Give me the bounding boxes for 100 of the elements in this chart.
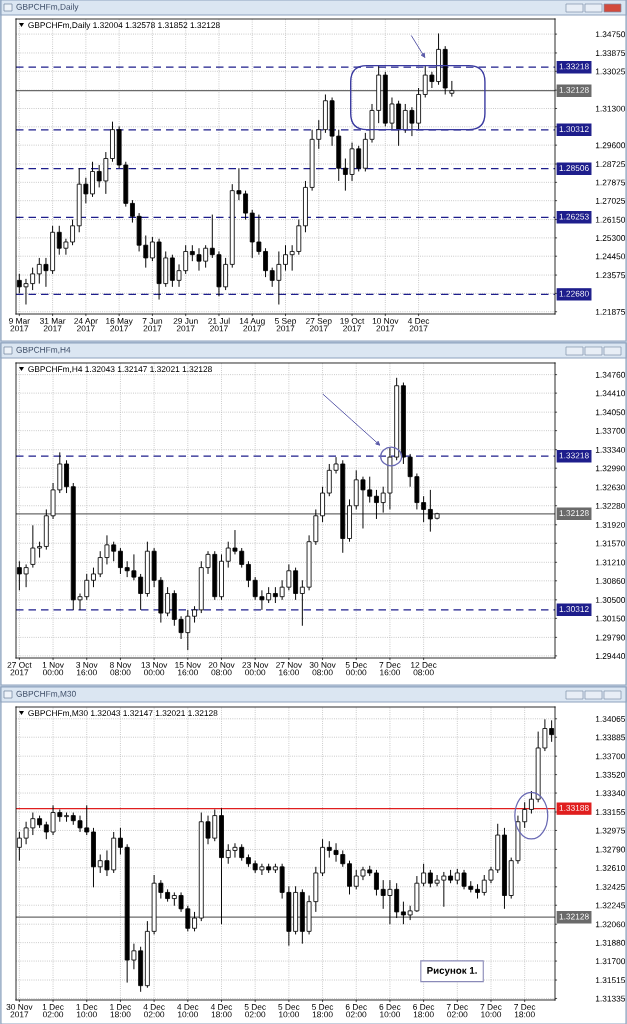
y-tick-label: 1.23575 (595, 272, 626, 279)
x-tick-label: 5 Dec 18:00 (312, 1004, 334, 1018)
x-tick-label: 7 Dec 18:00 (514, 1004, 536, 1018)
x-tick-label: 16 May 2017 (106, 317, 133, 332)
y-tick-label: 1.31300 (595, 105, 626, 112)
y-tick-label: 1.33155 (595, 809, 626, 816)
y-tick-label: 1.31880 (595, 939, 626, 946)
ref-line-label: 1.26253 (559, 213, 589, 220)
y-tick-label: 1.33520 (595, 771, 626, 778)
x-tick-label: 1 Dec 18:00 (110, 1004, 132, 1018)
x-tick-label: 4 Dec 10:00 (177, 1004, 199, 1018)
x-tick-label: 4 Dec 02:00 (143, 1004, 165, 1018)
y-tick-label: 1.21875 (595, 308, 626, 315)
y-tick-label: 1.32245 (595, 902, 626, 909)
chart-title: GBPCHFm,M30 (16, 690, 76, 698)
y-tick-label: 1.32990 (595, 465, 626, 472)
ref-line-label: 1.30312 (559, 606, 589, 613)
x-tick-label: 6 Dec 10:00 (379, 1003, 401, 1018)
y-tick-label: 1.29440 (595, 653, 626, 659)
candlestick (347, 860, 352, 895)
x-tick-label: 4 Dec 2017 (407, 318, 430, 332)
y-tick-label: 1.29600 (595, 142, 626, 149)
x-tick-label: 5 Dec 02:00 (244, 1004, 266, 1018)
y-tick-label: 1.34750 (595, 31, 626, 38)
y-tick-label: 1.32425 (595, 884, 626, 890)
x-tick-label: 23 Nov 00:00 (242, 661, 269, 676)
x-tick-label: 6 Dec 02:00 (345, 1003, 367, 1018)
candlestick (374, 489, 379, 520)
x-tick-label: 7 Jun 2017 (142, 318, 163, 332)
y-tick-label: 1.33700 (595, 427, 626, 434)
y-tick-label: 1.30500 (595, 597, 626, 603)
candlestick (192, 911, 197, 932)
y-tick-label: 1.34410 (595, 390, 626, 397)
x-tick-label: 6 Dec 18:00 (413, 1003, 435, 1018)
ref-line-label: 1.28506 (559, 165, 589, 171)
y-tick-label: 1.32610 (595, 865, 626, 871)
x-tick-label: 27 Oct 2017 (7, 661, 32, 676)
x-tick-label: 20 Nov 08:00 (208, 661, 235, 676)
x-tick-label: 5 Dec 10:00 (278, 1004, 300, 1018)
y-tick-label: 1.31210 (595, 559, 626, 566)
x-tick-label: 19 Oct 2017 (340, 317, 365, 332)
y-tick-label: 1.30150 (595, 615, 626, 622)
x-tick-label: 21 Jul 2017 (208, 317, 230, 332)
y-tick-label: 1.31570 (595, 540, 626, 547)
y-tick-label: 1.24450 (595, 253, 626, 260)
ref-line-label: 1.30312 (559, 126, 589, 133)
x-tick-label: 7 Dec 10:00 (480, 1004, 502, 1018)
x-tick-label: 3 Nov 16:00 (76, 661, 98, 676)
ref-line-label: 1.32128 (559, 86, 589, 93)
y-tick-label: 1.33700 (595, 753, 626, 760)
y-tick-label: 1.34050 (595, 409, 626, 416)
candlestick (374, 869, 379, 896)
y-tick-label: 1.32630 (595, 484, 626, 491)
x-tick-label: 12 Dec 08:00 (411, 661, 437, 676)
y-tick-label: 1.33025 (595, 68, 626, 75)
y-tick-label: 1.32975 (595, 827, 626, 834)
y-tick-label: 1.34760 (595, 371, 626, 378)
y-tick-label: 1.31515 (595, 977, 626, 984)
x-tick-label: 7 Dec 16:00 (379, 662, 401, 676)
y-tick-label: 1.32280 (595, 502, 626, 509)
y-tick-label: 1.28725 (595, 161, 626, 168)
x-tick-label: 24 Apr 2017 (74, 317, 98, 332)
x-tick-label: 15 Nov 16:00 (175, 662, 201, 676)
chart-title: GBPCHFm,Daily (16, 3, 79, 12)
y-tick-label: 1.27025 (595, 197, 626, 204)
ref-line-label: 1.33218 (559, 452, 589, 459)
y-tick-label: 1.33340 (595, 446, 626, 453)
ref-line-label: 1.32128 (559, 510, 589, 517)
ref-line-label: 1.33218 (559, 63, 589, 70)
candlestick (64, 459, 69, 494)
x-tick-label: 7 Dec 02:00 (446, 1004, 468, 1018)
x-tick-label: 30 Nov 2017 (6, 1003, 33, 1018)
x-tick-label: 1 Dec 02:00 (42, 1004, 64, 1018)
y-tick-label: 1.33340 (595, 790, 626, 797)
candlestick (449, 80, 455, 98)
x-tick-label: 14 Aug 2017 (239, 318, 265, 332)
x-tick-label: 13 Nov 00:00 (141, 661, 168, 676)
x-tick-label: 4 Dec 18:00 (210, 1004, 233, 1018)
y-tick-label: 1.26150 (595, 216, 626, 223)
x-tick-label: 1 Dec 10:00 (76, 1004, 98, 1018)
x-tick-label: 5 Sep 2017 (274, 317, 297, 332)
x-tick-label: 9 Mar 2017 (9, 317, 30, 332)
y-tick-label: 1.25300 (595, 235, 626, 241)
candlestick (320, 486, 325, 523)
x-tick-label: 1 Nov 00:00 (42, 662, 64, 676)
x-tick-label: 27 Sep 2017 (305, 317, 332, 332)
y-tick-label: 1.32790 (595, 846, 626, 853)
candlestick (246, 560, 251, 588)
x-tick-label: 29 Jun 2017 (173, 317, 198, 332)
y-tick-label: 1.31335 (595, 995, 626, 1002)
y-tick-label: 1.33885 (595, 734, 626, 741)
ref-line-label: 1.22680 (559, 290, 589, 297)
chart-title: GBPCHFm,H4 (16, 346, 71, 354)
x-tick-label: 31 Mar 2017 (39, 317, 66, 332)
y-tick-label: 1.32060 (595, 921, 626, 928)
chart-subtitle: GBPCHFm,Daily 1.32004 1.32578 1.31852 1.32128 (28, 21, 220, 30)
candlestick (91, 567, 96, 588)
y-tick-label: 1.30860 (595, 578, 626, 584)
x-tick-label: 27 Nov 16:00 (276, 661, 303, 676)
x-tick-label: 8 Nov 08:00 (109, 661, 132, 676)
